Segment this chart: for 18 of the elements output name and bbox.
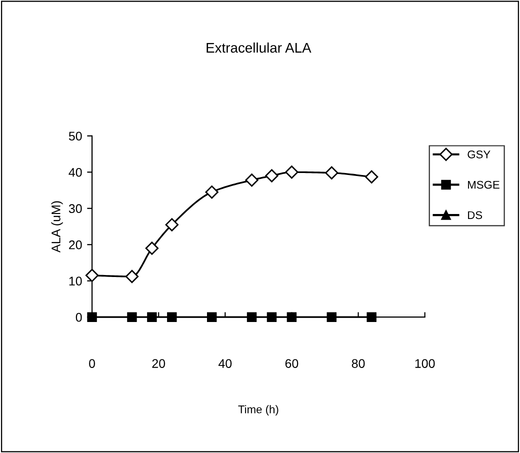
x-tick-label: 100 [415, 359, 435, 368]
x-axis-title: Time (h) [238, 405, 278, 416]
legend-label: DS [468, 211, 482, 220]
x-tick-label: 20 [152, 359, 166, 368]
x-tick-label: 60 [285, 359, 298, 368]
y-tick-label: 40 [68, 168, 82, 177]
y-axis-title: ALA (uM) [51, 201, 63, 253]
x-tick-label: 40 [218, 359, 232, 368]
chart-title: Extracellular ALA [206, 42, 312, 53]
legend-label: MSGE [468, 180, 500, 189]
y-tick-label: 0 [76, 312, 82, 322]
y-tick-label: 20 [69, 240, 82, 250]
y-tick-label: 30 [68, 204, 82, 214]
x-tick-label: 0 [89, 359, 96, 368]
y-tick-label: 50 [68, 132, 82, 141]
y-tick-label: 10 [69, 276, 82, 286]
legend-label: GSY [468, 150, 490, 158]
x-tick-label: 80 [352, 359, 365, 368]
